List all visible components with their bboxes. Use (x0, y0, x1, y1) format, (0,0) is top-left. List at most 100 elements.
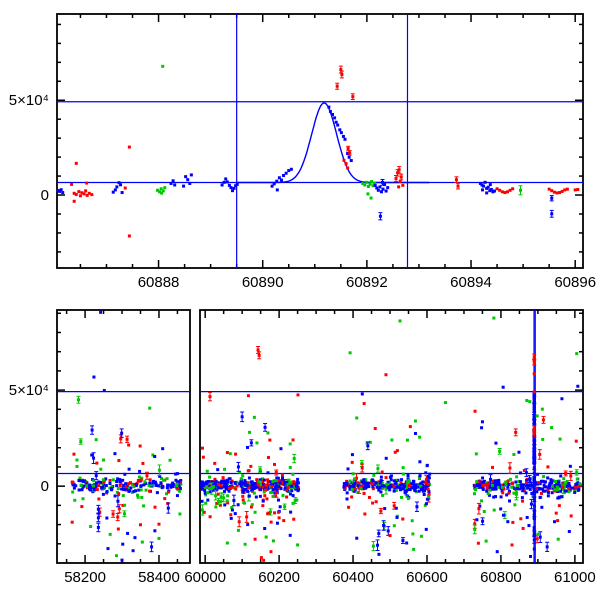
data-point (352, 489, 356, 493)
data-point (98, 510, 102, 514)
data-point (230, 485, 234, 489)
data-point (138, 523, 142, 527)
data-point (350, 481, 354, 485)
data-point (532, 538, 536, 542)
data-point (72, 191, 76, 195)
data-point (242, 489, 246, 493)
data-point (258, 478, 262, 482)
data-point (510, 482, 514, 486)
data-point (248, 430, 252, 434)
data-point (214, 479, 218, 483)
data-point (241, 490, 245, 494)
data-point (475, 486, 479, 490)
data-point (151, 481, 155, 485)
data-point (488, 189, 492, 193)
data-point (550, 196, 554, 200)
data-point (574, 439, 578, 443)
data-point (367, 484, 371, 488)
data-point (74, 161, 78, 165)
data-point (121, 478, 125, 482)
data-point (426, 479, 430, 483)
data-point (155, 491, 159, 495)
data-point (553, 520, 557, 524)
data-point (557, 504, 561, 508)
data-point (492, 316, 496, 320)
data-point (175, 484, 179, 488)
data-point (113, 494, 117, 498)
data-point (412, 483, 416, 487)
data-point (522, 468, 526, 472)
data-point (500, 489, 504, 493)
data-point (119, 437, 123, 441)
data-point (538, 495, 542, 499)
data-point (348, 479, 352, 483)
data-point (478, 181, 482, 185)
data-point (222, 496, 226, 500)
data-point (540, 407, 544, 411)
data-point (556, 537, 560, 541)
data-point (296, 393, 300, 397)
data-point (551, 479, 555, 483)
data-point (517, 450, 521, 454)
data-point (360, 480, 364, 484)
data-point (363, 183, 367, 187)
data-point (480, 188, 484, 192)
data-point (175, 494, 179, 498)
data-point (171, 483, 175, 487)
data-point (546, 488, 550, 492)
data-point (413, 431, 417, 435)
data-point (212, 485, 216, 489)
data-point (80, 505, 84, 509)
data-point (361, 484, 365, 488)
data-point (110, 485, 114, 489)
data-point (267, 484, 271, 488)
data-point (126, 482, 130, 486)
data-point (371, 544, 375, 548)
data-point (349, 159, 353, 163)
data-point (379, 479, 383, 483)
data-point (252, 415, 256, 419)
data-point (475, 518, 479, 522)
data-point (175, 482, 179, 486)
data-point (529, 502, 533, 506)
data-point (377, 531, 381, 535)
data-point (237, 520, 241, 524)
data-point (340, 72, 344, 76)
x-axis-tick-label: 60892 (346, 274, 388, 291)
data-point (269, 491, 273, 495)
data-point (535, 537, 539, 541)
data-point (532, 421, 536, 425)
data-point (158, 190, 162, 194)
data-point (171, 179, 175, 183)
data-point (96, 516, 100, 520)
data-point (241, 484, 245, 488)
data-point (404, 482, 408, 486)
data-point (392, 479, 396, 483)
data-point (548, 483, 552, 487)
data-point (235, 182, 239, 186)
data-point (243, 501, 247, 505)
data-point (116, 515, 120, 519)
data-point (504, 482, 508, 486)
data-point (262, 490, 266, 494)
data-point (261, 504, 265, 508)
data-point (159, 187, 163, 191)
data-point (122, 512, 126, 516)
data-point (525, 398, 529, 402)
data-point (404, 486, 408, 490)
data-point (127, 467, 131, 471)
data-point (532, 406, 536, 410)
data-point (87, 191, 91, 195)
data-point (495, 550, 499, 554)
data-point (521, 526, 525, 530)
data-point (87, 484, 91, 488)
data-point (398, 180, 402, 184)
data-point (546, 476, 550, 480)
data-point (229, 481, 233, 485)
axis-ticks (57, 14, 583, 268)
data-point (226, 480, 230, 484)
data-point (501, 513, 505, 517)
data-point (521, 499, 525, 503)
data-point (262, 558, 266, 562)
data-point (241, 482, 245, 486)
